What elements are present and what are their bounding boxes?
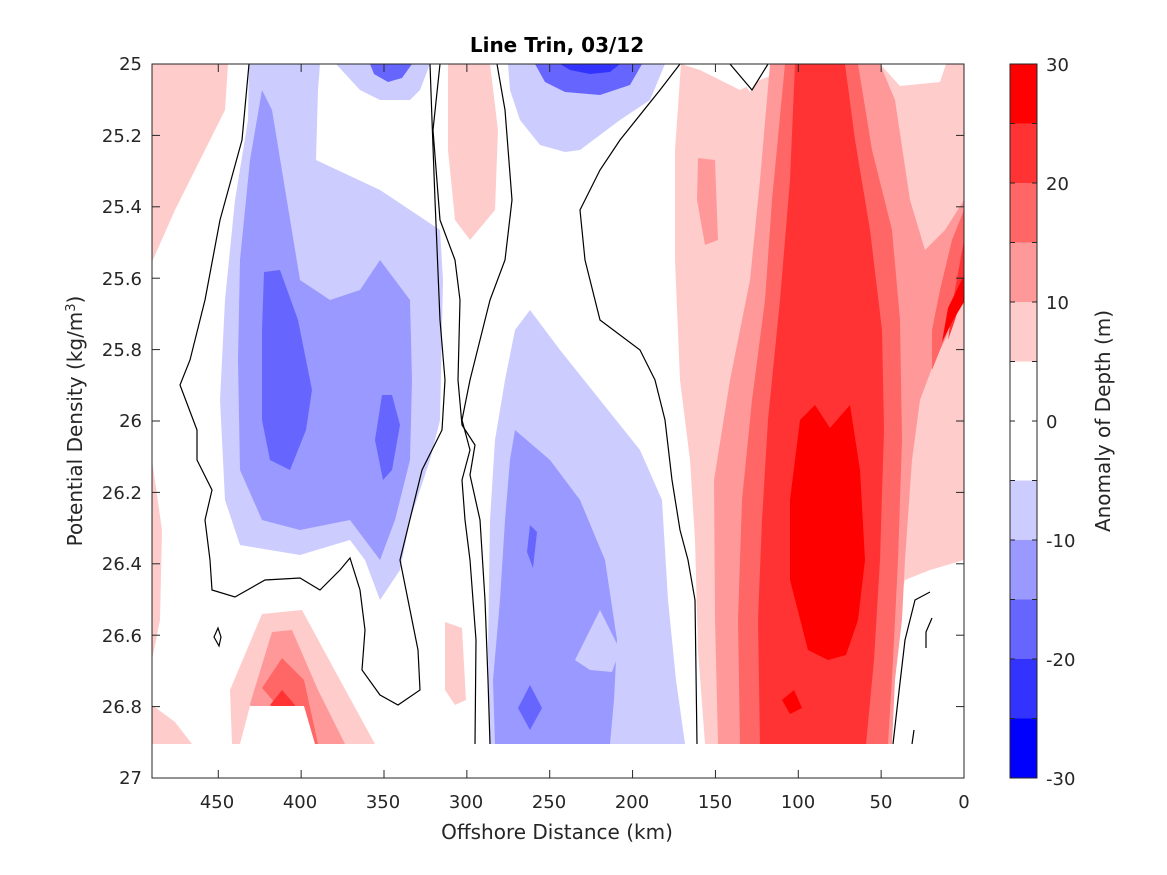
contour-neg-center-hole-level-5	[575, 610, 620, 672]
colorbar-tick-label: -20	[1046, 650, 1075, 671]
x-tick-label: 150	[698, 792, 732, 813]
contour-pos-blob-level-5	[445, 622, 466, 705]
y-tick-label: 25.8	[102, 340, 142, 361]
x-tick-label: 200	[615, 792, 649, 813]
colorbar-block	[1010, 480, 1037, 540]
colorbar-tick-label: -30	[1046, 769, 1075, 790]
y-tick-label: 26.4	[102, 554, 142, 575]
colorbar-block	[1010, 659, 1037, 719]
contour-field	[152, 64, 964, 745]
colorbar-tick-label: 30	[1046, 55, 1069, 76]
colorbar: 30 20 10 0 -10 -20 -30 Anomaly of Depth …	[1009, 55, 1115, 790]
contour-pos-westedge-lower-level-5	[152, 460, 162, 660]
colorbar-tick-label: 20	[1046, 174, 1069, 195]
colorbar-block	[1010, 64, 1037, 124]
contour-zero-notch-top	[730, 64, 768, 92]
x-axis: 450 400 350 300 250 200 150 100 50 0 Off…	[200, 792, 970, 844]
zero-contour-lines	[179, 64, 933, 745]
y-tick-label: 25.6	[102, 269, 142, 290]
chart-title: Line Trin, 03/12	[470, 33, 644, 57]
colorbar-block	[1010, 599, 1037, 659]
contour-neg-center-top-level-15	[535, 64, 642, 95]
colorbar-blocks	[1010, 64, 1037, 778]
axis-ticks	[152, 63, 965, 779]
colorbar-tick-label: -10	[1046, 531, 1075, 552]
y-tick-label: 26.6	[102, 626, 142, 647]
x-tick-label: 100	[781, 792, 815, 813]
contour-pos-east-edge-level-30	[942, 275, 964, 342]
contour-pos-east-level-25	[790, 405, 865, 660]
y-axis-label: Potential Density (kg/m3)	[63, 296, 87, 547]
contour-neg-top-level-5	[336, 64, 430, 100]
x-tick-label: 400	[283, 792, 317, 813]
y-tick-label: 26.2	[102, 483, 142, 504]
contour-neg-center-top-level-25	[560, 64, 620, 74]
colorbar-block	[1010, 718, 1037, 778]
colorbar-tick-label: 10	[1046, 293, 1069, 314]
contour-pos-westedge-bottom-level-5	[152, 705, 192, 744]
contour-neg-center-level-20-lower	[518, 685, 542, 730]
x-tick-label: 350	[366, 792, 400, 813]
colorbar-tick-label: 0	[1046, 412, 1057, 433]
contour-pos-east-level-25-small	[782, 690, 802, 714]
plot-area	[151, 63, 965, 779]
y-tick-label: 26.8	[102, 697, 142, 718]
contour-pos-bottom-west-notch	[240, 706, 315, 744]
contour-pos-westedge-level-5	[152, 64, 228, 262]
contour-pos-ridge-level-5	[448, 64, 498, 240]
contour-neg-center-level-20-upper	[527, 525, 537, 568]
x-axis-label: Offshore Distance (km)	[441, 820, 673, 844]
colorbar-block	[1010, 302, 1037, 362]
colorbar-label: Anomaly of Depth (m)	[1091, 310, 1115, 532]
colorbar-block	[1010, 183, 1037, 243]
x-tick-label: 50	[870, 792, 893, 813]
contour-zero-notch-topright	[880, 64, 946, 86]
y-tick-label: 27	[119, 768, 142, 789]
contour-zero-band-east	[892, 586, 932, 744]
y-tick-label: 25.4	[102, 197, 142, 218]
y-tick-label: 26	[119, 411, 142, 432]
contour-pos-east-edge-level-15	[932, 210, 964, 370]
contour-neg-west-level-15	[262, 270, 312, 470]
x-tick-label: 300	[449, 792, 483, 813]
colorbar-block	[1010, 540, 1037, 600]
contour-neg-mid-level-15	[375, 395, 400, 480]
x-tick-label: 0	[958, 792, 969, 813]
contour-neg-top-level-15	[370, 64, 412, 82]
colorbar-ticks	[1010, 63, 1037, 779]
x-tick-label: 250	[532, 792, 566, 813]
colorbar-block	[1010, 123, 1037, 183]
contour-pos-east-level-10-isolated	[697, 158, 718, 245]
y-tick-label: 25	[119, 54, 142, 75]
colorbar-block	[1010, 242, 1037, 302]
y-axis: 25 25.2 25.4 25.6 25.8 26 26.2 26.4 26.6…	[63, 54, 142, 789]
y-tick-label: 25.2	[102, 126, 142, 147]
x-tick-label: 450	[200, 792, 234, 813]
